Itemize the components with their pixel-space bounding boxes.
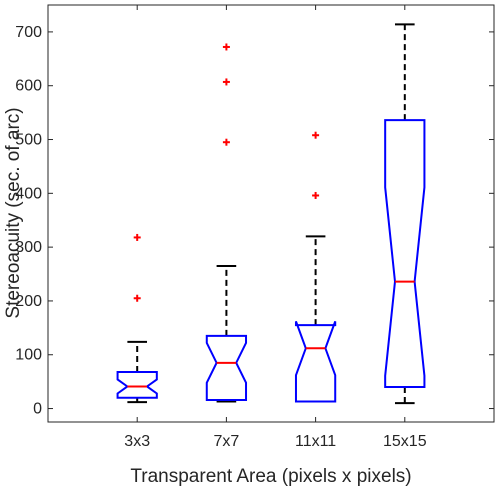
outlier-marker	[222, 78, 230, 86]
notched-box	[205, 334, 248, 401]
x-tick-label: 7x7	[214, 433, 240, 450]
notched-box	[116, 370, 158, 399]
outlier-marker	[312, 131, 320, 139]
box-group	[294, 131, 337, 403]
y-axis: 0 100 200 300 400 500 600 700	[15, 24, 494, 418]
plot-content	[116, 23, 426, 405]
x-tick-label: 3x3	[124, 433, 150, 450]
y-tick-label: 700	[15, 24, 42, 41]
notched-box	[294, 321, 337, 403]
box-group	[116, 233, 158, 404]
notched-box	[384, 119, 426, 389]
y-tick-label: 0	[33, 401, 42, 418]
y-tick-label: 600	[15, 78, 42, 95]
y-tick-label: 100	[15, 347, 42, 364]
y-tick-label: 200	[15, 293, 42, 310]
outlier-marker	[222, 138, 230, 146]
x-tick-label: 11x11	[295, 433, 336, 450]
outlier-marker	[133, 294, 141, 302]
plot-frame	[47, 4, 495, 423]
box-group	[205, 43, 248, 403]
x-axis-title: Transparent Area (pixels x pixels)	[130, 466, 411, 487]
y-tick-label: 500	[15, 132, 42, 149]
outlier-marker	[133, 233, 141, 241]
x-axis: 3x3 7x7 11x11 15x15	[124, 5, 427, 450]
y-tick-label: 300	[15, 239, 42, 256]
outlier-marker	[312, 191, 320, 199]
box-group	[384, 23, 426, 405]
outlier-marker	[222, 43, 230, 51]
x-tick-label: 15x15	[383, 433, 427, 450]
y-axis-title: Stereoacuity (sec. of arc)	[3, 107, 24, 318]
y-tick-label: 400	[15, 185, 42, 202]
